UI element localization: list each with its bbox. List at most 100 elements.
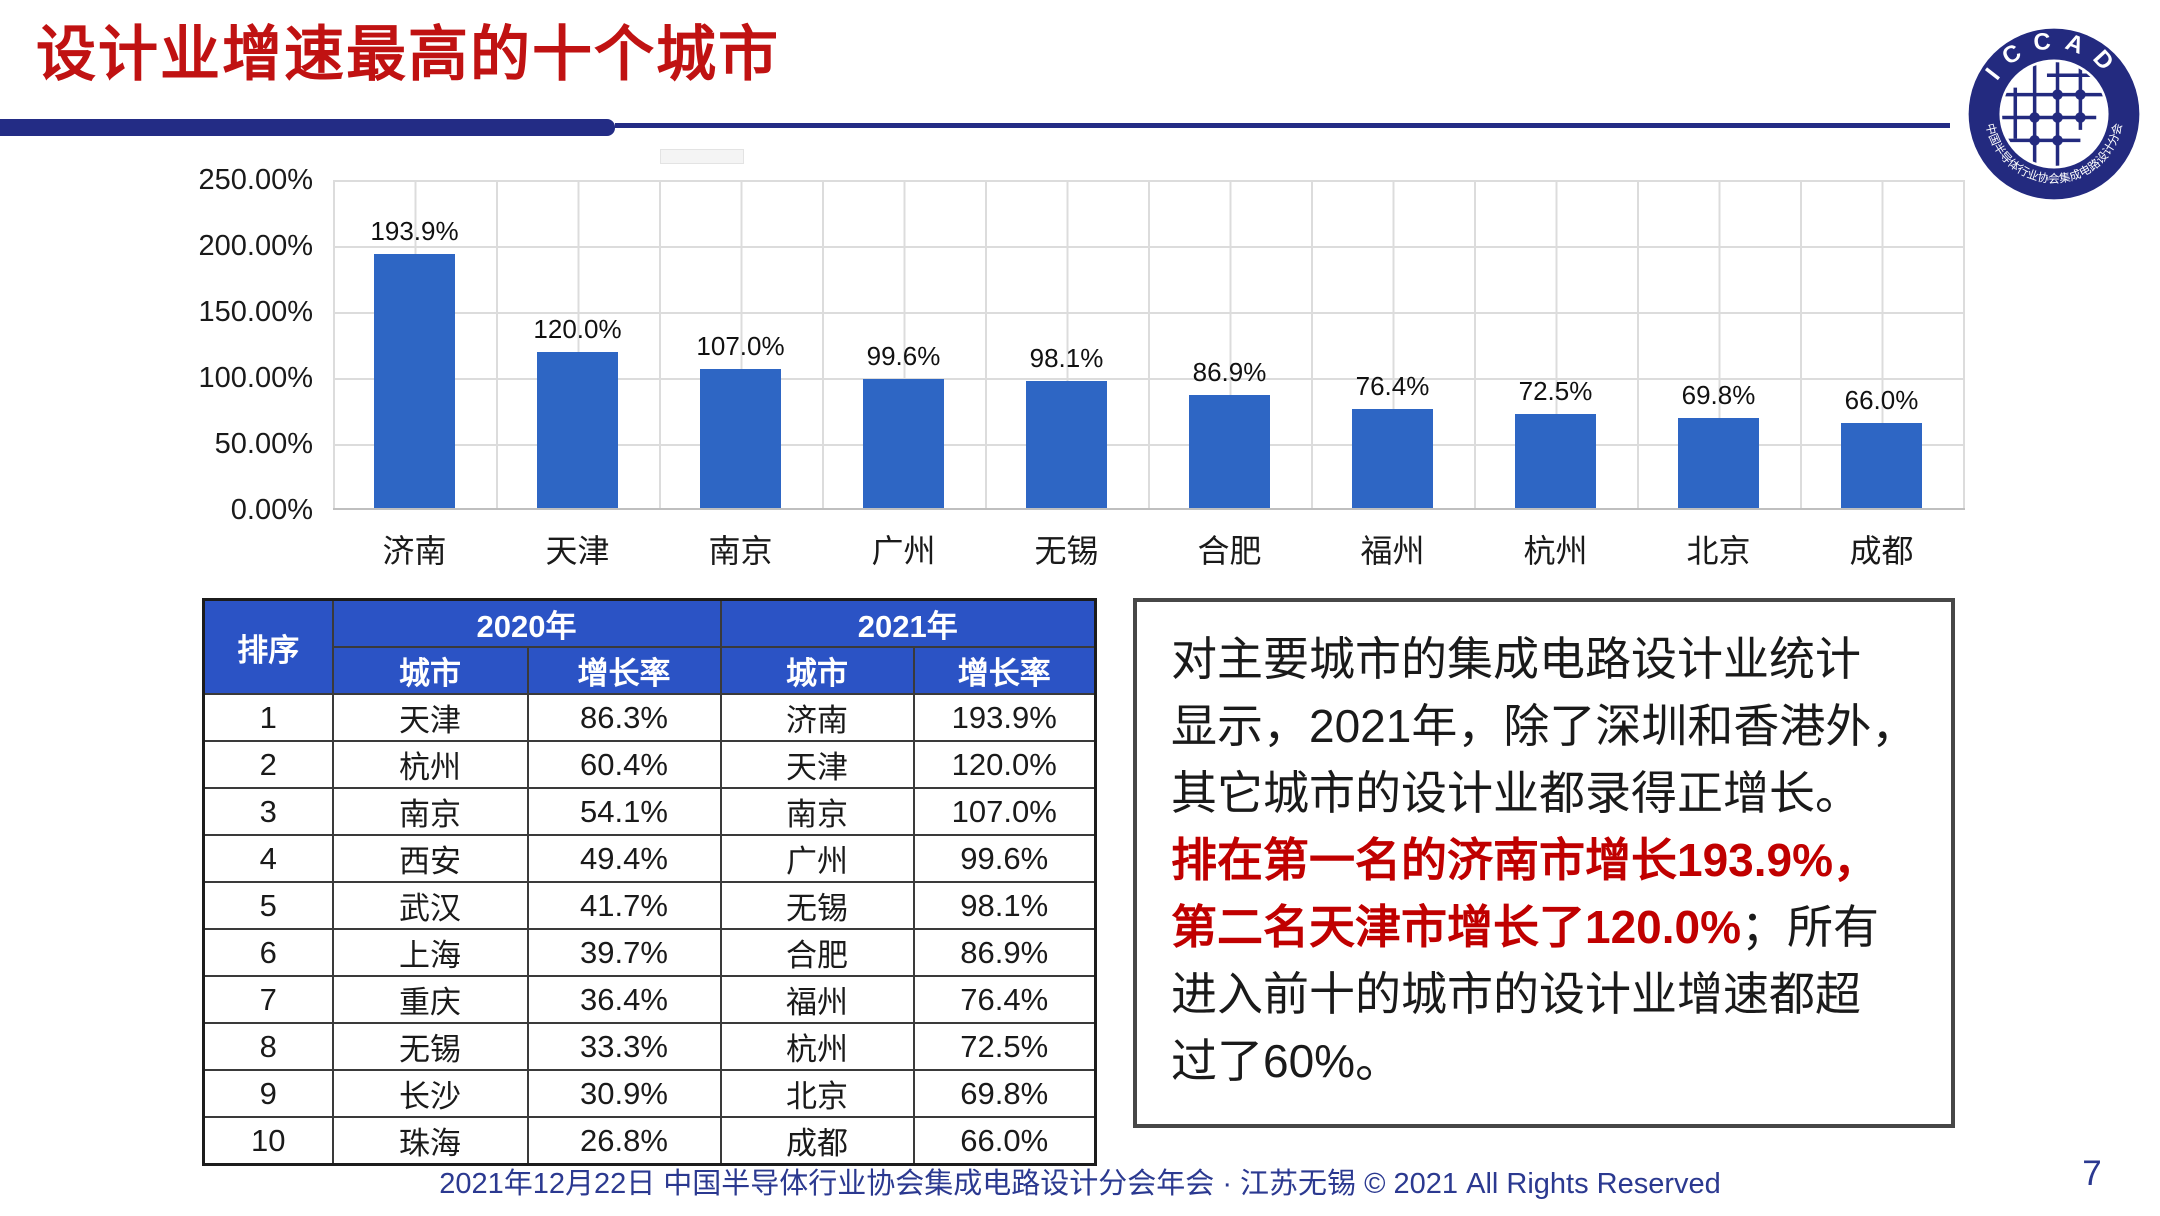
- table-header: 排序 2020年 2021年 城市 增长率 城市 增长率: [202, 598, 1097, 695]
- table-cell-rank: 9: [202, 1069, 334, 1118]
- table-cell-city_2021: 无锡: [719, 881, 915, 930]
- table-cell-rank: 10: [202, 1116, 334, 1166]
- table-row: 3 南京 54.1% 南京 107.0%: [202, 787, 1097, 836]
- x-axis-category-label: 成都: [1849, 533, 1914, 569]
- bar-value-label: 72.5%: [1518, 376, 1593, 407]
- bar: [863, 378, 944, 510]
- bar: [1515, 414, 1596, 510]
- bar: [1678, 417, 1759, 510]
- x-axis-category-label: 无锡: [1034, 533, 1099, 569]
- table-cell-city_2021: 济南: [719, 693, 915, 742]
- table-cell-rate_2021: 193.9%: [912, 693, 1097, 742]
- x-axis-category-label: 北京: [1686, 533, 1751, 569]
- x-axis-category-label: 福州: [1360, 533, 1425, 569]
- commentary-text: 进入前十的城市的设计业增速都超: [1171, 968, 1861, 1020]
- x-axis-category-label: 济南: [382, 533, 447, 569]
- table-row: 1 天津 86.3% 济南 193.9%: [202, 693, 1097, 742]
- bar-column: 66.0% 成都: [1800, 180, 1963, 569]
- bar: [537, 351, 618, 510]
- table-cell-rank: 8: [202, 1022, 334, 1071]
- x-axis-category-label: 合肥: [1197, 533, 1262, 569]
- table-cell-city_2020: 杭州: [331, 740, 529, 789]
- commentary-box: 对主要城市的集成电路设计业统计显示，2021年，除了深圳和香港外， 其它城市的设计…: [1133, 598, 1955, 1128]
- bar: [700, 368, 781, 510]
- header-city-2020: 城市: [331, 646, 529, 695]
- growth-bar-chart: 193.9% 济南 120.0% 天津 107.0% 南京 99.6% 广州 98.1% 无锡 86…: [333, 180, 1965, 569]
- table-cell-city_2020: 长沙: [331, 1069, 529, 1118]
- table-cell-city_2020: 珠海: [331, 1116, 529, 1166]
- table-cell-rate_2021: 86.9%: [912, 928, 1097, 977]
- y-axis-tick: 0.00%: [230, 494, 313, 526]
- table-cell-city_2021: 天津: [719, 740, 915, 789]
- table-cell-city_2021: 北京: [719, 1069, 915, 1118]
- bar-column: 120.0% 天津: [496, 180, 659, 569]
- title-underline-thin: [615, 123, 1950, 128]
- table-cell-city_2020: 天津: [331, 693, 529, 742]
- table-cell-rank: 7: [202, 975, 334, 1024]
- table-cell-rate_2021: 66.0%: [912, 1116, 1097, 1166]
- y-axis-tick: 250.00%: [198, 164, 314, 196]
- table-row: 7 重庆 36.4% 福州 76.4%: [202, 975, 1097, 1024]
- commentary-text: 其它城市的设计业都录得正增长。: [1171, 767, 1861, 819]
- header-2021: 2021年: [719, 598, 1097, 648]
- commentary-line: 第二名天津市增长了120.0%；所有: [1171, 894, 1951, 961]
- bar: [1841, 422, 1922, 510]
- table-row: 6 上海 39.7% 合肥 86.9%: [202, 928, 1097, 977]
- table-cell-rate_2020: 41.7%: [526, 881, 722, 930]
- table-cell-rate_2020: 36.4%: [526, 975, 722, 1024]
- table-cell-rank: 4: [202, 834, 334, 883]
- bar-column: 107.0% 南京: [659, 180, 822, 569]
- table-cell-rate_2021: 99.6%: [912, 834, 1097, 883]
- footer-text: 2021年12月22日 中国半导体行业协会集成电路设计分会年会 · 江苏无锡 ©…: [439, 1168, 1721, 1200]
- table-cell-rate_2020: 54.1%: [526, 787, 722, 836]
- commentary-line: 排在第一名的济南市增长193.9%，: [1171, 827, 1951, 894]
- bar-value-label: 193.9%: [370, 216, 459, 247]
- commentary-line: 过了60%。: [1171, 1028, 1951, 1095]
- table-cell-rank: 3: [202, 787, 334, 836]
- x-axis-category-label: 广州: [871, 533, 936, 569]
- header-rate-2020: 增长率: [526, 646, 722, 695]
- bar-column: 76.4% 福州: [1311, 180, 1474, 569]
- bar-value-label: 107.0%: [696, 330, 785, 361]
- bar-value-label: 86.9%: [1192, 357, 1267, 388]
- table-cell-city_2020: 南京: [331, 787, 529, 836]
- commentary-text: 过了60%。: [1171, 1035, 1402, 1087]
- commentary-highlight: 第二名天津市增长了120.0%: [1171, 901, 1742, 953]
- y-axis-tick: 150.00%: [198, 296, 314, 328]
- table-row: 5 武汉 41.7% 无锡 98.1%: [202, 881, 1097, 930]
- commentary-highlight: 排在第一名的济南市增长193.9%，: [1171, 834, 1880, 886]
- bar: [374, 254, 455, 510]
- table-cell-rate_2020: 49.4%: [526, 834, 722, 883]
- header-rate-2021: 增长率: [912, 646, 1097, 695]
- bar-value-label: 76.4%: [1355, 371, 1430, 402]
- table-cell-city_2020: 上海: [331, 928, 529, 977]
- table-row: 8 无锡 33.3% 杭州 72.5%: [202, 1022, 1097, 1071]
- bar: [1189, 395, 1270, 510]
- table-cell-rank: 5: [202, 881, 334, 930]
- bar-column: 72.5% 杭州: [1474, 180, 1637, 569]
- table-row: 9 长沙 30.9% 北京 69.8%: [202, 1069, 1097, 1118]
- bar-column: 193.9% 济南: [333, 180, 496, 569]
- commentary-line: 进入前十的城市的设计业增速都超: [1171, 961, 1951, 1028]
- table-cell-city_2021: 广州: [719, 834, 915, 883]
- bar: [1026, 380, 1107, 510]
- table-cell-rate_2020: 33.3%: [526, 1022, 722, 1071]
- table-cell-city_2021: 南京: [719, 787, 915, 836]
- table-cell-rate_2020: 30.9%: [526, 1069, 722, 1118]
- commentary-line: 对主要城市的集成电路设计业统计: [1171, 626, 1951, 693]
- table-cell-rate_2020: 60.4%: [526, 740, 722, 789]
- table-cell-rate_2020: 39.7%: [526, 928, 722, 977]
- bar-column: 69.8% 北京: [1637, 180, 1800, 569]
- commentary-text: 显示，2021年，除了深圳和香港外，: [1171, 700, 1918, 752]
- commentary-text: ；所有: [1741, 901, 1880, 953]
- commentary-line: 其它城市的设计业都录得正增长。: [1171, 760, 1951, 827]
- commentary-text: 对主要城市的集成电路设计业统计: [1171, 633, 1861, 685]
- header-city-2021: 城市: [719, 646, 915, 695]
- page-number: 7: [2082, 1154, 2102, 1193]
- table-cell-rate_2021: 69.8%: [912, 1069, 1097, 1118]
- table-row: 10 珠海 26.8% 成都 66.0%: [202, 1116, 1097, 1166]
- table-cell-rank: 2: [202, 740, 334, 789]
- header-rank: 排序: [202, 598, 334, 695]
- y-axis: 250.00% 200.00% 150.00% 100.00% 50.00% 0.00%: [140, 164, 314, 526]
- table-cell-rate_2021: 98.1%: [912, 881, 1097, 930]
